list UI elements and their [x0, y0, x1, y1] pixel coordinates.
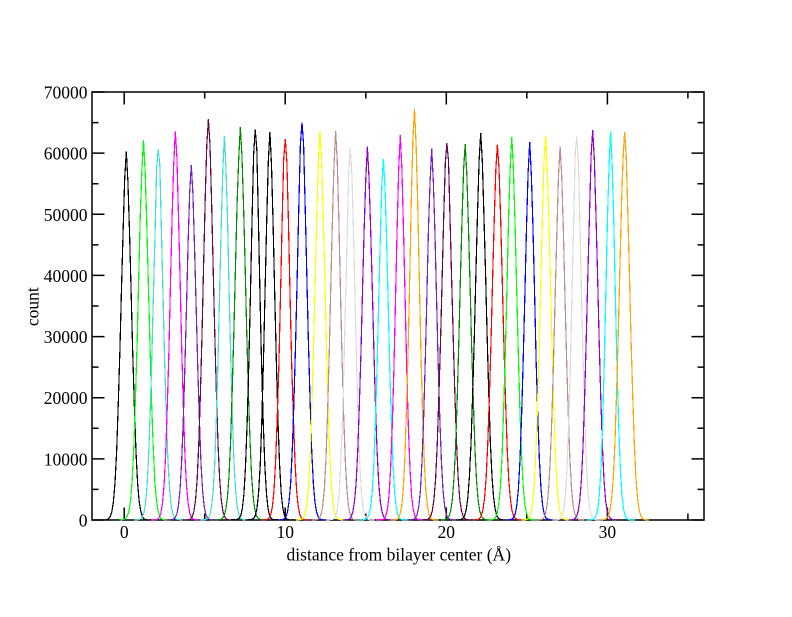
- svg-text:60000: 60000: [44, 144, 88, 164]
- svg-text:30: 30: [599, 522, 617, 542]
- svg-text:20000: 20000: [44, 388, 88, 408]
- svg-text:10000: 10000: [44, 449, 88, 469]
- svg-text:count: count: [23, 287, 43, 326]
- svg-text:distance from bilayer center (: distance from bilayer center (Å): [287, 545, 512, 565]
- svg-text:10: 10: [276, 522, 294, 542]
- svg-text:30000: 30000: [44, 327, 88, 347]
- svg-text:0: 0: [120, 522, 129, 542]
- svg-text:70000: 70000: [44, 83, 88, 103]
- svg-text:20: 20: [438, 522, 456, 542]
- svg-text:40000: 40000: [44, 266, 88, 286]
- svg-text:0: 0: [79, 511, 88, 531]
- svg-text:50000: 50000: [44, 205, 88, 225]
